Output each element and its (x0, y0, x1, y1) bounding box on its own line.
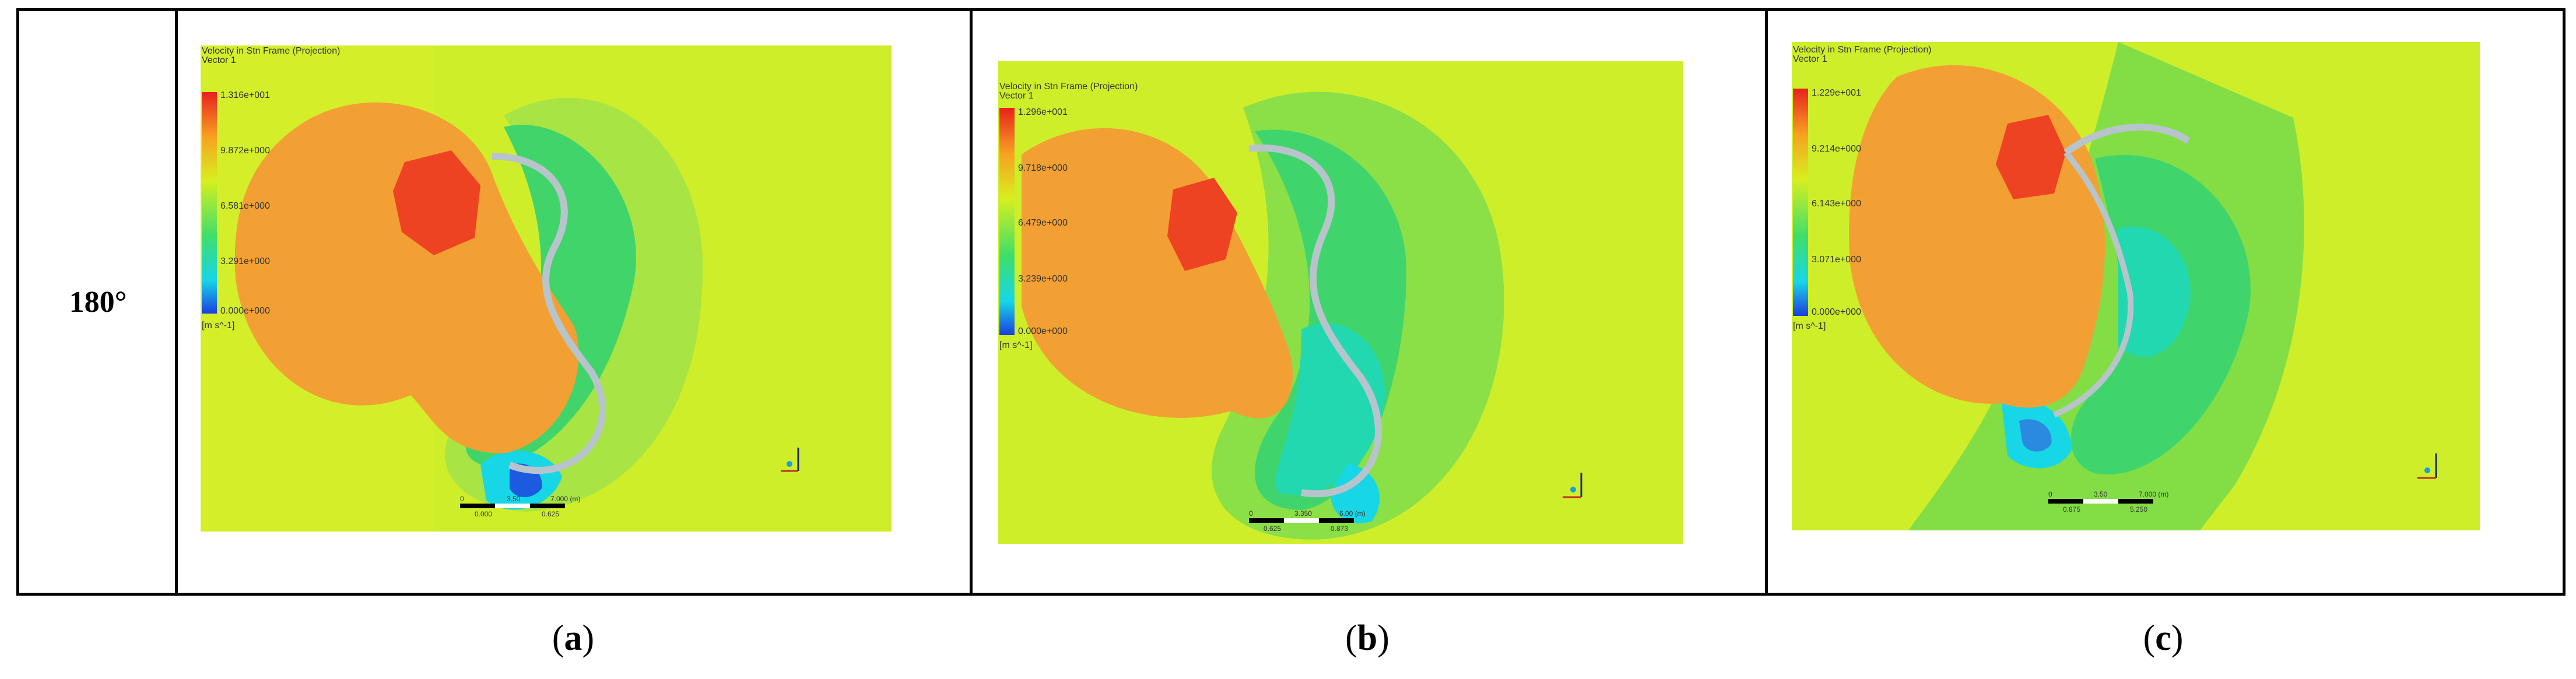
svg-text:Vector 1: Vector 1 (202, 55, 236, 65)
svg-text:3.350: 3.350 (1294, 509, 1312, 518)
caption-c-letter: c (2155, 618, 2171, 658)
svg-text:Velocity in Stn Frame (Project: Velocity in Stn Frame (Projection) (202, 46, 340, 56)
legend-colorbar (1793, 89, 1808, 316)
svg-text:5.250: 5.250 (2130, 505, 2147, 513)
svg-text:3.50: 3.50 (2094, 490, 2108, 498)
savonius-blade (2063, 124, 2191, 156)
svg-text:6.00 (m): 6.00 (m) (1339, 509, 1366, 518)
caption-c: (c) (2143, 618, 2184, 658)
high-speed-region (1022, 128, 1293, 418)
svg-text:6.581e+000: 6.581e+000 (220, 201, 270, 211)
core-high-speed-zone (393, 150, 480, 255)
svg-text:0.000: 0.000 (475, 510, 492, 518)
row-label-cell: 180° (19, 8, 177, 596)
svg-text:3.291e+000: 3.291e+000 (220, 256, 270, 266)
svg-text:0.625: 0.625 (542, 510, 559, 518)
rotation-angle-label: 180° (69, 285, 127, 319)
svg-text:0.000e+000: 0.000e+000 (1018, 326, 1068, 336)
legend-colorbar (202, 92, 217, 314)
svg-text:0.625: 0.625 (1264, 525, 1281, 533)
savonius-blade (1248, 144, 1382, 497)
caption-b-letter: b (1357, 618, 1378, 658)
svg-text:[m s^-1]: [m s^-1] (999, 340, 1032, 350)
figure-table-border (16, 8, 2566, 596)
svg-text:0: 0 (460, 495, 464, 503)
simulation-panel-c: Velocity in Stn Frame (Projection) Vecto… (1792, 42, 2480, 530)
svg-text:0.873: 0.873 (1331, 525, 1348, 533)
svg-text:6.479e+000: 6.479e+000 (1018, 218, 1068, 228)
svg-text:Velocity in Stn Frame (Project: Velocity in Stn Frame (Projection) (1793, 45, 1931, 55)
svg-text:9.214e+000: 9.214e+000 (1812, 144, 1861, 154)
svg-text:0: 0 (1249, 509, 1253, 518)
svg-text:0: 0 (2048, 490, 2052, 498)
high-speed-region (234, 102, 579, 454)
svg-text:6.143e+000: 6.143e+000 (1812, 199, 1861, 209)
svg-text:Vector 1: Vector 1 (999, 91, 1034, 101)
caption-a: (a) (552, 618, 595, 658)
legend-colorbar (999, 108, 1015, 335)
svg-text:[m s^-1]: [m s^-1] (1793, 321, 1826, 331)
svg-text:7.000 (m): 7.000 (m) (2139, 490, 2168, 498)
table-divider-2 (970, 8, 973, 596)
caption-a-letter: a (564, 618, 582, 658)
svg-text:1.229e+001: 1.229e+001 (1812, 88, 1861, 98)
svg-text:[m s^-1]: [m s^-1] (202, 321, 234, 330)
svg-text:9.718e+000: 9.718e+000 (1018, 163, 1068, 173)
caption-b: (b) (1345, 618, 1389, 658)
svg-text:1.296e+001: 1.296e+001 (1018, 107, 1068, 117)
svg-text:7.000 (m): 7.000 (m) (550, 495, 580, 503)
svg-text:0.000e+000: 0.000e+000 (1812, 307, 1861, 317)
table-divider-1 (175, 8, 178, 596)
svg-text:1.316e+001: 1.316e+001 (220, 90, 270, 100)
simulation-panel-b: Velocity in Stn Frame (Projection) Vecto… (998, 61, 1683, 544)
svg-text:Velocity in Stn Frame (Project: Velocity in Stn Frame (Projection) (999, 82, 1138, 92)
svg-text:9.872e+000: 9.872e+000 (220, 146, 270, 156)
svg-text:3.239e+000: 3.239e+000 (1018, 274, 1068, 284)
svg-text:0.875: 0.875 (2063, 505, 2080, 513)
svg-text:3.50: 3.50 (507, 495, 521, 503)
core-high-speed-zone (1996, 115, 2066, 199)
savonius-blade (492, 153, 606, 474)
svg-text:0.000e+000: 0.000e+000 (220, 306, 270, 316)
simulation-panel-a: Velocity in Stn Frame (Projection) Vecto… (201, 45, 892, 532)
table-divider-3 (1765, 8, 1768, 596)
svg-text:Vector 1: Vector 1 (1793, 54, 1827, 64)
svg-text:3.071e+000: 3.071e+000 (1812, 255, 1861, 265)
core-high-speed-zone (1167, 178, 1237, 271)
